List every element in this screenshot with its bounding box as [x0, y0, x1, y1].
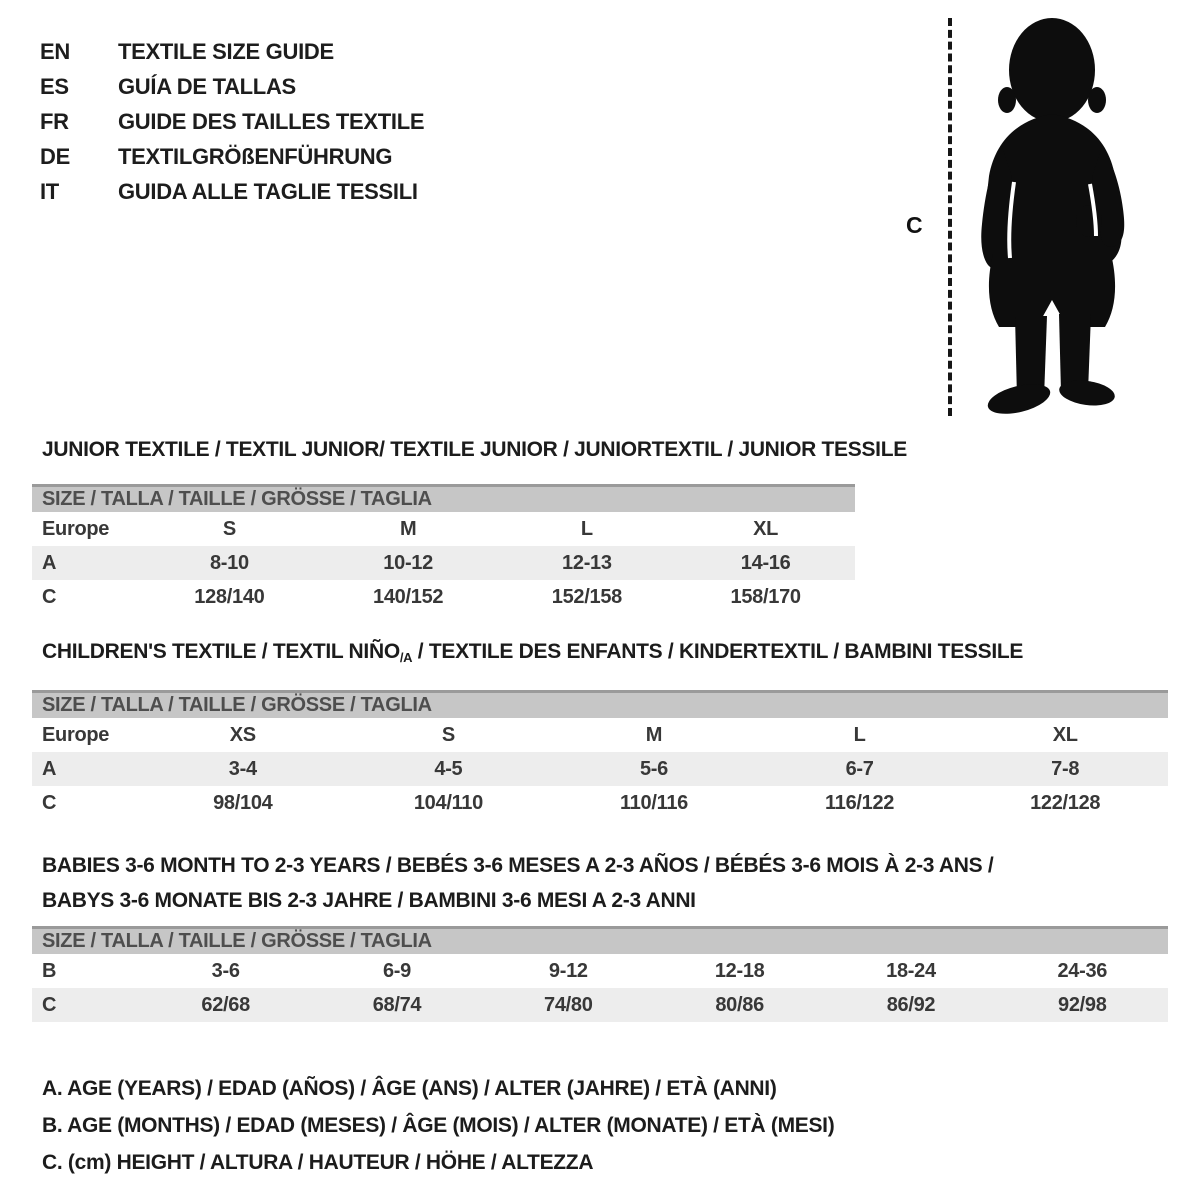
size-cell: 3-4	[228, 757, 257, 780]
toddler-silhouette-icon	[981, 18, 1125, 414]
size-cell: 80/86	[715, 993, 764, 1016]
babies-section-title: BABIES 3-6 MONTH TO 2-3 YEARS / BEBÉS 3-…	[42, 848, 994, 918]
size-cell: 98/104	[213, 791, 273, 814]
lang-row-de: DE TEXTILGRÖßENFÜHRUNG	[40, 139, 424, 174]
size-cell: 14-16	[740, 551, 791, 574]
legend-line-c: C. (cm) HEIGHT / ALTURA / HAUTEUR / HÖHE…	[42, 1151, 594, 1174]
children-section-title: CHILDREN'S TEXTILE / TEXTIL NIÑO/A / TEX…	[42, 640, 1023, 670]
size-cell: L	[580, 517, 593, 540]
table-header: SIZE / TALLA / TAILLE / GRÖSSE / TAGLIA	[32, 926, 1168, 954]
table-row-height: C 62/68 68/74 74/80 80/86 86/92 92/98	[32, 988, 1168, 1022]
lang-title: TEXTILE SIZE GUIDE	[118, 39, 334, 64]
lang-row-fr: FR GUIDE DES TAILLES TEXTILE	[40, 104, 425, 139]
children-size-table: SIZE / TALLA / TAILLE / GRÖSSE / TAGLIA …	[32, 690, 1168, 820]
lang-row-en: EN TEXTILE SIZE GUIDE	[40, 34, 424, 69]
size-cell: 18-24	[886, 959, 936, 982]
legend-line-a: A. AGE (YEARS) / EDAD (AÑOS) / ÂGE (ANS)…	[42, 1077, 777, 1100]
size-cell: XL	[1052, 723, 1078, 746]
row-label: A	[42, 757, 57, 780]
table-header-label: SIZE / TALLA / TAILLE / GRÖSSE / TAGLIA	[42, 930, 432, 952]
size-cell: 92/98	[1058, 993, 1107, 1016]
lang-code: DE	[40, 144, 70, 169]
size-cell: S	[441, 723, 455, 746]
lang-title: TEXTILGRÖßENFÜHRUNG	[118, 144, 393, 169]
height-dashed-line	[948, 18, 952, 416]
table-row-height: C 128/140 140/152 152/158 158/170	[32, 580, 855, 614]
size-cell: 12-13	[562, 551, 612, 574]
size-cell: 62/68	[201, 993, 250, 1016]
babies-size-table: SIZE / TALLA / TAILLE / GRÖSSE / TAGLIA …	[32, 926, 1168, 1022]
size-cell: 128/140	[194, 585, 265, 608]
size-cell: 110/116	[619, 791, 688, 814]
lang-title: GUIDA ALLE TAGLIE TESSILI	[118, 179, 418, 204]
size-cell: M	[399, 517, 417, 540]
junior-size-table: SIZE / TALLA / TAILLE / GRÖSSE / TAGLIA …	[32, 484, 855, 614]
size-cell: 12-18	[714, 959, 765, 982]
size-cell: 74/80	[544, 993, 593, 1016]
size-cell: 24-36	[1057, 959, 1108, 982]
lang-code: ES	[40, 74, 69, 99]
size-cell: 122/128	[1030, 791, 1101, 814]
lang-title: GUIDE DES TAILLES TEXTILE	[118, 109, 425, 134]
size-cell: 7-8	[1051, 757, 1080, 780]
size-cell: XS	[229, 723, 256, 746]
babies-title-line2: BABYS 3-6 MONATE BIS 2-3 JAHRE / BAMBINI…	[42, 889, 696, 912]
size-cell: 6-7	[845, 757, 874, 780]
size-cell: 140/152	[373, 585, 444, 608]
size-cell: 104/110	[413, 791, 483, 814]
size-cell: XL	[753, 517, 779, 540]
table-header: SIZE / TALLA / TAILLE / GRÖSSE / TAGLIA	[32, 690, 1168, 718]
table-header-label: SIZE / TALLA / TAILLE / GRÖSSE / TAGLIA	[42, 488, 432, 510]
height-measure-c-label: C	[906, 212, 923, 238]
size-cell: L	[853, 723, 866, 746]
lang-code: IT	[40, 179, 59, 204]
junior-title-text: JUNIOR TEXTILE / TEXTIL JUNIOR/ TEXTILE …	[42, 438, 907, 461]
size-cell: 5-6	[639, 757, 668, 780]
row-label: A	[42, 551, 57, 574]
row-label: Europe	[42, 723, 110, 746]
table-row-height: C 98/104 104/110 110/116 116/122 122/128	[32, 786, 1168, 820]
table-header: SIZE / TALLA / TAILLE / GRÖSSE / TAGLIA	[32, 484, 855, 512]
size-cell: 158/170	[730, 585, 802, 608]
size-cell: 10-12	[383, 551, 433, 574]
size-cell: M	[645, 723, 663, 746]
row-label: C	[42, 791, 57, 814]
table-header-label: SIZE / TALLA / TAILLE / GRÖSSE / TAGLIA	[42, 694, 432, 716]
lang-code: EN	[40, 39, 70, 64]
size-cell: 3-6	[211, 959, 240, 982]
table-row-europe: Europe S M L XL	[32, 512, 855, 546]
children-title-sub: /A	[399, 650, 413, 665]
lang-code: FR	[40, 109, 69, 134]
row-label: C	[42, 993, 57, 1016]
lang-row-es: ES GUÍA DE TALLAS	[40, 69, 424, 104]
junior-section-title: JUNIOR TEXTILE / TEXTIL JUNIOR/ TEXTILE …	[42, 438, 907, 462]
table-row-age-months: B 3-6 6-9 9-12 12-18 18-24 24-36	[32, 954, 1168, 988]
children-title-rest: / TEXTILE DES ENFANTS / KINDERTEXTIL / B…	[412, 640, 1024, 663]
size-cell: 6-9	[382, 959, 411, 982]
lang-row-it: IT GUIDA ALLE TAGLIE TESSILI	[40, 174, 424, 209]
size-cell: 9-12	[548, 959, 588, 982]
size-cell: 68/74	[372, 993, 422, 1016]
babies-title-line1: BABIES 3-6 MONTH TO 2-3 YEARS / BEBÉS 3-…	[42, 854, 994, 877]
legend-line-b: B. AGE (MONTHS) / EDAD (MESES) / ÂGE (MO…	[42, 1114, 835, 1137]
size-cell: 86/92	[886, 993, 936, 1016]
row-label: B	[42, 959, 57, 982]
language-title-list: EN TEXTILE SIZE GUIDE ES GUÍA DE TALLAS …	[40, 34, 425, 209]
row-label: Europe	[42, 517, 110, 540]
size-cell: 116/122	[825, 791, 895, 814]
size-cell: 152/158	[551, 585, 623, 608]
table-row-age: A 3-4 4-5 5-6 6-7 7-8	[32, 752, 1168, 786]
size-cell: 4-5	[434, 757, 463, 780]
table-row-age: A 8-10 10-12 12-13 14-16	[32, 546, 855, 580]
measure-legend: A. AGE (YEARS) / EDAD (AÑOS) / ÂGE (ANS)…	[42, 1070, 835, 1181]
row-label: C	[42, 585, 57, 608]
size-cell: S	[222, 517, 236, 540]
lang-title: GUÍA DE TALLAS	[118, 74, 296, 99]
table-row-europe: Europe XS S M L XL	[32, 718, 1168, 752]
children-title-main: CHILDREN'S TEXTILE / TEXTIL NIÑO	[42, 640, 400, 663]
size-cell: 8-10	[209, 551, 249, 574]
